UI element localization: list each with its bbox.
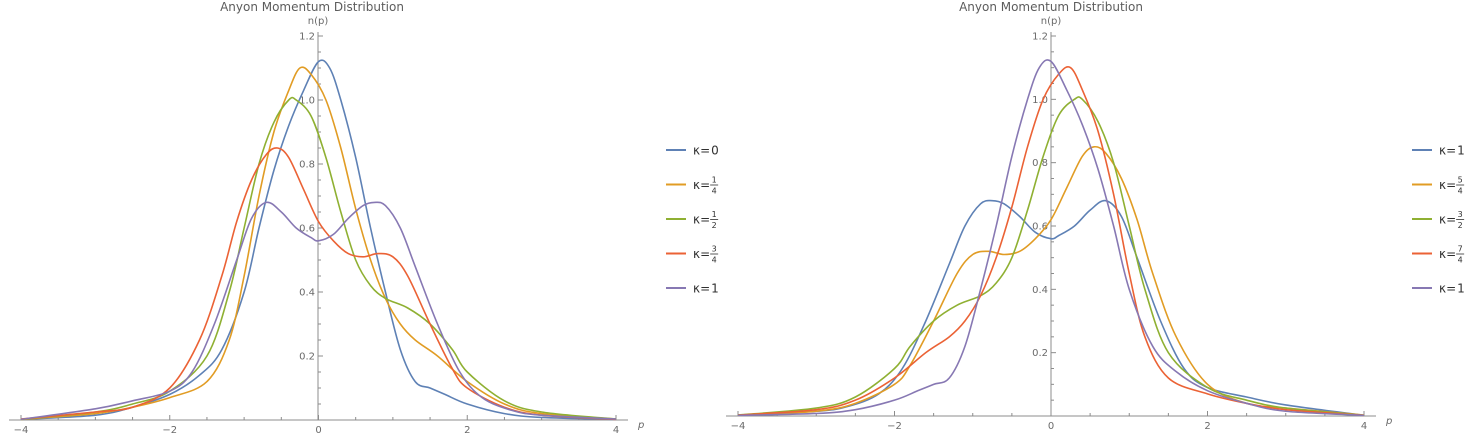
y-tick-label: 1.0 bbox=[1032, 95, 1048, 106]
y-axis-label: n(p) bbox=[308, 16, 329, 27]
legend-label: κ= bbox=[1439, 144, 1456, 158]
x-tick-label: 0 bbox=[315, 425, 321, 436]
series-line-5 bbox=[20, 201, 617, 421]
x-tick-label: 4 bbox=[613, 425, 619, 436]
series-line-1 bbox=[737, 199, 1365, 417]
chart-title: Anyon Momentum Distribution bbox=[220, 0, 404, 14]
legend-item: κ= 5 4 bbox=[1412, 176, 1465, 196]
legend-denominator: 4 bbox=[712, 256, 717, 265]
y-tick-label: 0.6 bbox=[299, 224, 315, 235]
legend-numerator: 5 bbox=[1458, 176, 1463, 185]
legend: κ= 1κ= 54κ= 32κ= 74κ= 1 bbox=[1412, 144, 1465, 296]
legend-item: κ= 1 4 bbox=[666, 176, 719, 196]
y-tick-label: 0.2 bbox=[1032, 348, 1048, 359]
legend-denominator: 2 bbox=[1458, 221, 1463, 230]
legend-numerator: 1 bbox=[712, 176, 717, 185]
legend-numerator: 3 bbox=[712, 245, 717, 254]
chart-2: Anyon Momentum Distribution n(p) p −4 −2 0 2 4 0… bbox=[726, 0, 1465, 432]
legend-denominator: 4 bbox=[1458, 187, 1463, 196]
y-tick-label: 1.2 bbox=[299, 32, 315, 43]
y-axis-label: n(p) bbox=[1041, 16, 1062, 27]
legend-item: κ= 1 bbox=[1412, 144, 1465, 158]
legend-label: κ= bbox=[1439, 178, 1456, 192]
chart-1: Anyon Momentum Distribution n(p) p −4 −2 0 2 4 0… bbox=[9, 0, 719, 436]
legend-label: κ= bbox=[693, 247, 710, 261]
series-line-3 bbox=[737, 96, 1365, 417]
x-axis-label: p bbox=[1385, 416, 1392, 427]
legend-numerator: 3 bbox=[1458, 210, 1463, 219]
legend-denominator: 2 bbox=[712, 221, 717, 230]
x-tick-label: 2 bbox=[464, 425, 470, 436]
y-tick-label: 0.4 bbox=[1032, 285, 1048, 296]
y-tick-label: 0.8 bbox=[299, 160, 315, 171]
chart-title: Anyon Momentum Distribution bbox=[959, 0, 1143, 14]
legend-item: κ= 1 2 bbox=[666, 210, 719, 230]
y-tick-label: 0.6 bbox=[1032, 222, 1048, 233]
legend-item: κ= 3 2 bbox=[1412, 210, 1465, 230]
legend-label: κ= bbox=[693, 178, 710, 192]
legend-label: κ= bbox=[693, 144, 710, 158]
legend: κ= 0κ= 14κ= 12κ= 34κ= 1 bbox=[666, 144, 719, 296]
y-tick-label: 0.4 bbox=[299, 288, 315, 299]
legend-item: κ= 0 bbox=[666, 144, 719, 158]
legend-label: κ= bbox=[693, 213, 710, 227]
x-tick-label: 2 bbox=[1204, 421, 1210, 432]
legend-label: κ= bbox=[1439, 247, 1456, 261]
series-line-4 bbox=[20, 147, 617, 421]
legend-value: 0 bbox=[711, 144, 719, 158]
legend-numerator: 7 bbox=[1458, 245, 1463, 254]
x-tick-label: 4 bbox=[1361, 421, 1367, 432]
y-tick-label: 1.2 bbox=[1032, 32, 1048, 43]
x-tick-label: 0 bbox=[1048, 421, 1054, 432]
legend-item: κ= 1 bbox=[1412, 282, 1465, 296]
x-tick-label: −2 bbox=[887, 421, 902, 432]
x-tick-label: −4 bbox=[14, 425, 29, 436]
series-line-3 bbox=[20, 96, 617, 421]
legend-value: 1 bbox=[711, 282, 719, 296]
legend-numerator: 1 bbox=[712, 210, 717, 219]
legend-item: κ= 1 bbox=[666, 282, 719, 296]
legend-item: κ= 7 4 bbox=[1412, 245, 1465, 265]
y-tick-label: 0.2 bbox=[299, 352, 315, 363]
series-line-4 bbox=[737, 66, 1365, 417]
series-line-2 bbox=[20, 66, 617, 421]
x-axis-label: p bbox=[637, 420, 644, 431]
legend-denominator: 4 bbox=[712, 187, 717, 196]
legend-denominator: 4 bbox=[1458, 256, 1463, 265]
series-line-5 bbox=[737, 59, 1365, 417]
legend-label: κ= bbox=[693, 282, 710, 296]
y-tick-label: 1.0 bbox=[299, 96, 315, 107]
legend-value: 1 bbox=[1457, 144, 1465, 158]
legend-label: κ= bbox=[1439, 213, 1456, 227]
legend-item: κ= 3 4 bbox=[666, 245, 719, 265]
legend-value: 1 bbox=[1457, 282, 1465, 296]
series-line-1 bbox=[20, 59, 617, 421]
legend-label: κ= bbox=[1439, 282, 1456, 296]
x-tick-label: −2 bbox=[162, 425, 177, 436]
x-tick-label: −4 bbox=[731, 421, 746, 432]
